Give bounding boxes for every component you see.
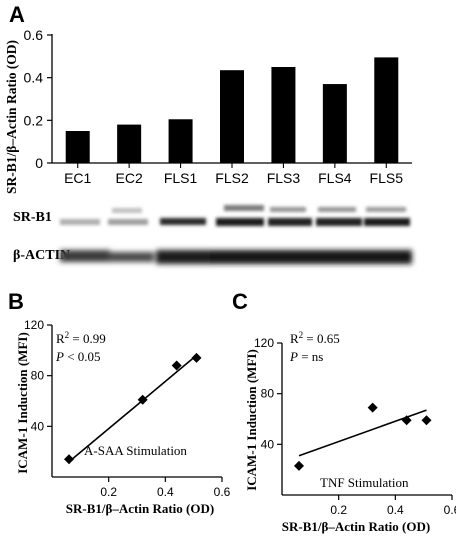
bar bbox=[374, 57, 399, 163]
y-tick-label: 0.2 bbox=[24, 112, 44, 128]
panel-c-annotation: TNF Stimulation bbox=[320, 475, 409, 490]
y-tick-label: 80 bbox=[31, 369, 45, 383]
y-tick-label: 40 bbox=[261, 437, 275, 451]
bar bbox=[65, 131, 90, 163]
panel-label-b: B bbox=[8, 289, 24, 314]
blot-label-beta-actin: β-ACTIN bbox=[13, 248, 70, 263]
western-blot: SR-B1 β-ACTIN bbox=[13, 205, 412, 264]
x-tick-label: FLS4 bbox=[318, 170, 352, 186]
x-tick-label: 0.2 bbox=[330, 503, 347, 517]
blot-label-srb1: SR-B1 bbox=[13, 210, 52, 225]
y-tick-label: 40 bbox=[31, 419, 45, 433]
data-point bbox=[294, 460, 304, 471]
y-tick-label: 0.4 bbox=[24, 70, 44, 86]
x-tick-label: FLS5 bbox=[370, 170, 404, 186]
data-point bbox=[367, 402, 378, 413]
x-tick-label: EC2 bbox=[116, 170, 143, 186]
blot-actin-bands bbox=[60, 250, 412, 264]
data-point bbox=[191, 352, 202, 363]
x-tick-label: FLS1 bbox=[164, 170, 198, 186]
fit-line bbox=[68, 354, 198, 463]
panel-a-y-axis-title: SR-B1/β–Actin Ratio (OD) bbox=[4, 40, 19, 194]
y-tick-label: 80 bbox=[261, 387, 275, 401]
panel-b-p-value: P < 0.05 bbox=[55, 349, 101, 364]
blot-bands bbox=[60, 205, 410, 226]
panel-label-a: A bbox=[9, 2, 25, 27]
x-tick-label: 0.6 bbox=[214, 485, 231, 499]
x-tick-label: 0.4 bbox=[157, 485, 174, 499]
scatter-plot-b: 40 80 120 0.2 0.4 0.6 bbox=[24, 318, 231, 499]
bar bbox=[271, 67, 296, 163]
x-tick-label: 0.2 bbox=[100, 485, 117, 499]
y-tick-label: 120 bbox=[24, 318, 44, 332]
panel-c-y-axis-title: ICAM-1 Induction (MFI) bbox=[244, 349, 259, 491]
y-tick-label: 0 bbox=[35, 155, 43, 171]
y-tick-label: 120 bbox=[254, 336, 274, 350]
y-tick-label: 0.6 bbox=[24, 27, 44, 43]
bar-chart: 0 0.2 0.4 0.6 EC1 EC2 FLS1 FLS2 FLS3 FLS4 FLS5 bbox=[24, 27, 412, 186]
x-tick-label: FLS3 bbox=[267, 170, 301, 186]
panel-b-x-axis-title: SR-B1/β–Actin Ratio (OD) bbox=[66, 501, 214, 516]
x-tick-label: 0.6 bbox=[444, 503, 456, 517]
data-point bbox=[171, 360, 182, 371]
data-point bbox=[137, 394, 148, 405]
x-tick-label: FLS2 bbox=[215, 170, 249, 186]
bar bbox=[322, 84, 347, 163]
panel-c-r2: R2 = 0.65 bbox=[290, 330, 340, 346]
x-tick-label: EC1 bbox=[64, 170, 91, 186]
data-point bbox=[64, 454, 74, 465]
data-point bbox=[421, 415, 432, 426]
panel-label-c: C bbox=[232, 289, 248, 314]
bar bbox=[220, 70, 244, 163]
bar bbox=[117, 124, 142, 163]
scatter-plot-c: 40 80 120 0.2 0.4 0.6 bbox=[254, 336, 456, 517]
bar bbox=[168, 119, 193, 163]
panel-c-p-value: P = ns bbox=[289, 349, 323, 364]
panel-b-annotation: A-SAA Stimulation bbox=[84, 443, 187, 458]
x-tick-label: 0.4 bbox=[387, 503, 404, 517]
data-point bbox=[401, 415, 412, 426]
panel-b-r2: R2 = 0.99 bbox=[56, 330, 106, 346]
panel-b-y-axis-title: ICAM-1 Induction (MFI) bbox=[15, 332, 30, 474]
panel-c-x-axis-title: SR-B1/β–Actin Ratio (OD) bbox=[282, 519, 430, 534]
